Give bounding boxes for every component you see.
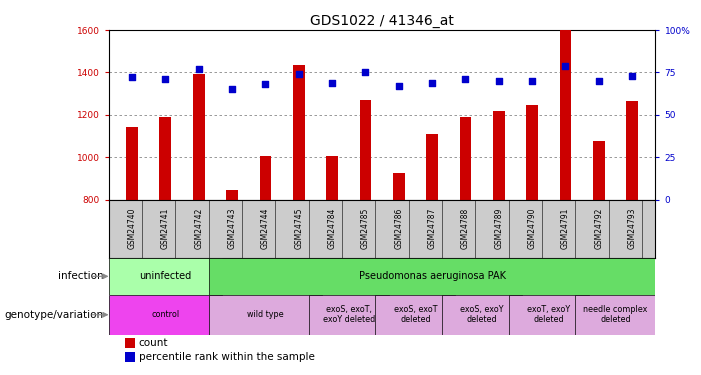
Point [260,81,271,87]
Point [293,71,304,77]
Text: GSM24740: GSM24740 [128,208,137,249]
Text: GSM24744: GSM24744 [261,208,270,249]
Text: GSM24743: GSM24743 [228,208,236,249]
Bar [308,295,389,334]
Text: GSM24786: GSM24786 [394,208,403,249]
Bar [460,117,471,200]
Bar [576,295,655,334]
Text: GSM24784: GSM24784 [327,208,336,249]
Bar [393,173,404,200]
Text: GSM24792: GSM24792 [594,208,604,249]
Bar [493,111,505,200]
Point [593,78,604,84]
Bar [375,295,456,334]
Bar [426,134,438,200]
Text: count: count [139,338,168,348]
Point [126,75,137,81]
Point [327,80,338,86]
Bar [559,30,571,200]
Point [460,76,471,82]
Text: infection: infection [57,272,103,281]
Text: GSM24745: GSM24745 [294,208,304,249]
Text: exoS, exoY
deleted: exoS, exoY deleted [461,305,504,324]
Bar [442,295,522,334]
Text: GSM24793: GSM24793 [627,208,637,249]
Bar [209,258,655,295]
Point [226,86,238,92]
Point [360,69,371,75]
Text: GSM24791: GSM24791 [561,208,570,249]
Point [627,73,638,79]
Text: GSM24742: GSM24742 [194,208,203,249]
Bar [109,295,222,334]
Bar [160,117,171,200]
Bar [326,156,338,200]
Text: Pseudomonas aeruginosa PAK: Pseudomonas aeruginosa PAK [358,272,505,281]
Bar [360,100,372,200]
Text: needle complex
deleted: needle complex deleted [583,305,648,324]
Text: GSM24785: GSM24785 [361,208,370,249]
Text: uninfected: uninfected [139,272,191,281]
Point [426,80,437,86]
Text: exoS, exoT
deleted: exoS, exoT deleted [394,305,437,324]
Text: control: control [151,310,179,319]
Text: GSM24787: GSM24787 [428,208,437,249]
Text: exoS, exoT,
exoY deleted: exoS, exoT, exoY deleted [322,305,375,324]
Text: exoT, exoY
deleted: exoT, exoY deleted [527,305,571,324]
Point [160,76,171,82]
Bar [593,141,604,200]
Point [560,63,571,69]
Title: GDS1022 / 41346_at: GDS1022 / 41346_at [310,13,454,28]
Point [193,66,204,72]
Point [493,78,504,84]
Bar [226,190,238,200]
Bar [626,101,638,200]
Text: GSM24788: GSM24788 [461,208,470,249]
Text: GSM24790: GSM24790 [528,208,536,249]
Text: GSM24741: GSM24741 [161,208,170,249]
Bar [193,75,205,200]
Bar [259,156,271,200]
Point [526,78,538,84]
Bar [509,295,589,334]
Bar [109,258,222,295]
Bar [526,105,538,200]
Bar [209,295,322,334]
Bar [125,338,135,348]
Point [393,83,404,89]
Text: GSM24789: GSM24789 [494,208,503,249]
Text: wild type: wild type [247,310,284,319]
Bar [126,128,138,200]
Text: genotype/variation: genotype/variation [4,310,103,320]
Bar [125,352,135,362]
Text: percentile rank within the sample: percentile rank within the sample [139,352,315,362]
Bar [293,65,304,200]
